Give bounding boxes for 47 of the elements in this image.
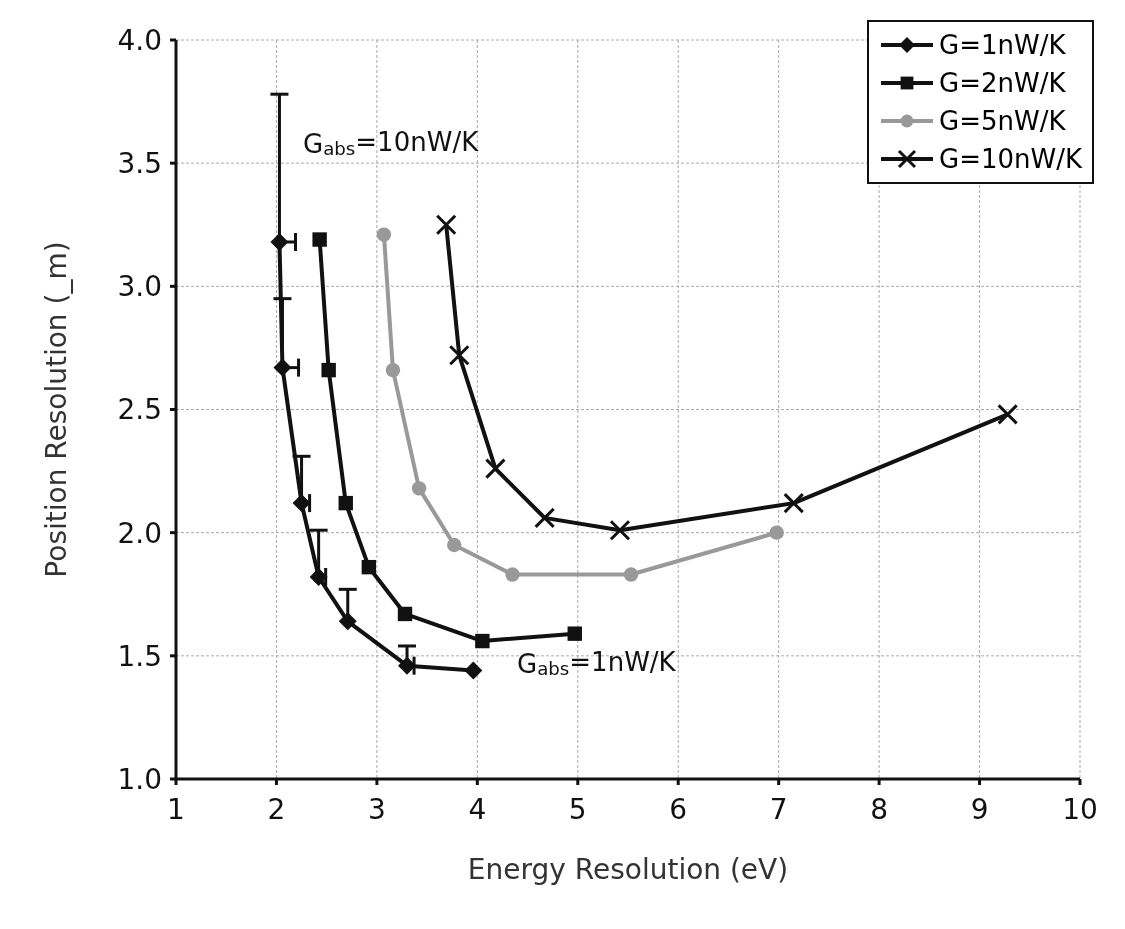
point	[505, 567, 520, 582]
y-axis-title: Position Resolution (_m)	[39, 241, 73, 578]
legend-label: G=10nW/K	[938, 143, 1082, 176]
legend-label: G=5nW/K	[938, 105, 1066, 138]
point	[411, 481, 427, 496]
point	[534, 507, 556, 529]
point	[321, 362, 336, 378]
point	[475, 633, 490, 649]
point	[769, 525, 784, 540]
x-tick-label: 5	[568, 792, 587, 826]
annotation: G$_{abs}$=1nW/K	[517, 646, 677, 680]
point	[312, 232, 327, 247]
x-tick-label: 2	[267, 792, 286, 826]
x-tick-label: 1	[167, 792, 185, 826]
point	[376, 227, 392, 242]
x-tick-label: 9	[970, 792, 989, 826]
point	[447, 537, 462, 553]
point	[464, 661, 483, 680]
x-tick-label: 3	[367, 792, 386, 826]
point	[361, 559, 377, 575]
point	[385, 362, 401, 378]
y-tick-label: 1.5	[117, 639, 162, 673]
point	[338, 495, 353, 511]
x-tick-label: 10	[1062, 792, 1098, 826]
point	[435, 214, 457, 236]
annotation: G$_{abs}$=10nW/K	[303, 126, 480, 160]
y-tick-label: 2.0	[117, 516, 162, 550]
point	[484, 458, 506, 480]
point	[783, 492, 805, 514]
y-tick-label: 4.0	[117, 23, 162, 57]
legend-label: G=1nW/K	[938, 29, 1066, 62]
x-tick-label: 8	[870, 792, 889, 826]
point	[397, 606, 413, 622]
point	[448, 344, 470, 366]
legend-label: G=2nW/K	[938, 67, 1066, 100]
point	[567, 626, 582, 641]
point	[623, 567, 639, 582]
y-tick-label: 3.5	[117, 147, 162, 181]
x-tick-label: 7	[769, 792, 788, 826]
y-tick-label: 2.5	[117, 393, 162, 427]
y-tick-label: 1.0	[117, 762, 162, 796]
point	[997, 403, 1019, 425]
x-tick-label: 6	[669, 792, 688, 826]
x-axis-title: Energy Resolution (eV)	[467, 853, 789, 886]
x-tick-label: 4	[468, 792, 487, 826]
y-tick-label: 3.0	[117, 270, 162, 304]
point	[609, 519, 631, 541]
